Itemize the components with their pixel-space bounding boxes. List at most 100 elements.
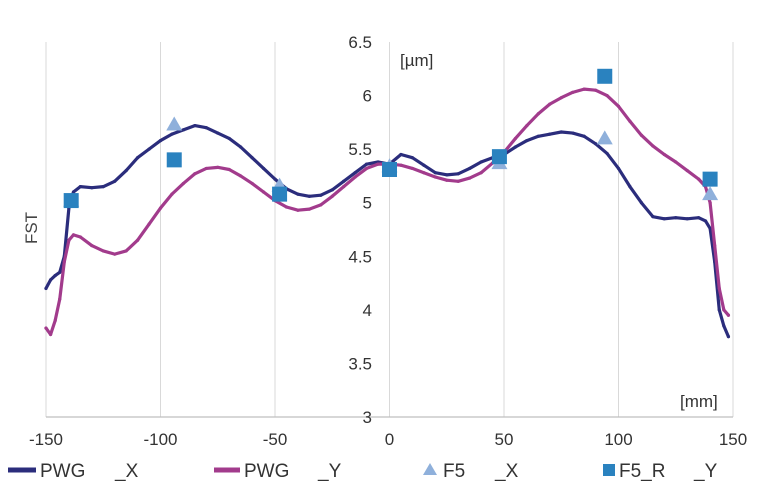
series-1-point-15	[170, 192, 174, 196]
series-0-point-26	[296, 192, 300, 196]
legend-label-f5r-y-b: _Y	[693, 461, 718, 482]
square-marker-5	[597, 68, 613, 84]
series-0-point-1	[48, 278, 53, 282]
series-0-point-67	[726, 335, 731, 339]
series-1-point-31	[353, 175, 357, 179]
series-0-point-22	[250, 156, 254, 160]
series-1-point-42	[479, 171, 483, 175]
series-0-point-18	[204, 126, 208, 130]
series-0-point-28	[319, 193, 323, 197]
x-tick-label-3: 0	[385, 430, 394, 449]
series-0-point-13	[147, 147, 151, 151]
series-1-point-9	[101, 249, 105, 253]
series-0-point-23	[261, 166, 266, 171]
series-0-point-42	[479, 160, 483, 164]
series-1-point-45	[513, 136, 518, 141]
series-0-point-48	[548, 132, 552, 136]
series-1-point-2	[53, 318, 57, 323]
y-tick-label-4: 5	[363, 194, 372, 213]
series-1-point-16	[181, 181, 185, 186]
legend-swatch-f5r-y	[603, 464, 615, 476]
series-0-point-60	[685, 217, 689, 221]
series-1-point-36	[410, 166, 414, 171]
series-1-point-39	[445, 178, 449, 182]
series-1-point-30	[342, 185, 346, 189]
series-1-point-48	[548, 102, 552, 106]
series-0-point-37	[422, 163, 426, 167]
series-0-point-47	[536, 134, 540, 138]
series-1-point-14	[158, 206, 163, 210]
series-1-point-51	[582, 87, 586, 91]
series-0-point-27	[307, 194, 311, 198]
y-tick-label-3: 4.5	[348, 247, 372, 266]
series-0-point-56	[639, 201, 644, 205]
series-1-point-10	[113, 252, 117, 256]
series-1-point-49	[559, 96, 563, 100]
y-tick-label-7: 6.5	[348, 33, 372, 52]
series-0-point-8	[90, 186, 94, 190]
series-0-point-54	[616, 166, 621, 171]
series-1-point-40	[456, 179, 460, 183]
series-1-point-64	[713, 243, 717, 248]
series-1-point-41	[468, 176, 472, 180]
series-markers-2	[63, 116, 719, 207]
series-0-point-46	[525, 138, 529, 143]
series-0-point-61	[697, 216, 701, 220]
series-0-point-39	[445, 173, 449, 177]
series-0-point-50	[571, 131, 575, 135]
y-tick-labels: 3 3.5 4 4.5 5 5.5 6 6.5	[348, 33, 372, 427]
series-0-point-16	[181, 128, 185, 132]
series-1-point-20	[227, 167, 231, 172]
series-1-point-25	[284, 205, 289, 209]
series-0-point-6	[71, 190, 76, 194]
series-path-1	[44, 87, 731, 337]
series-1-point-5	[67, 238, 71, 242]
x-tick-label-0: -150	[29, 430, 63, 449]
x-tick-label-1: -100	[143, 430, 177, 449]
x-tick-label-2: -50	[263, 430, 288, 449]
series-0-point-17	[193, 123, 197, 128]
series-1-point-37	[422, 171, 426, 175]
series-1-point-28	[319, 203, 323, 207]
series-1-point-11	[124, 249, 128, 253]
y-tick-label-1: 3.5	[348, 354, 372, 373]
series-0-point-57	[651, 215, 655, 219]
series-1-point-13	[147, 222, 151, 226]
series-0-point-30	[342, 179, 346, 183]
square-marker-3	[382, 162, 397, 177]
series-1-point-38	[433, 175, 437, 179]
series-0-point-66	[722, 324, 726, 328]
series-line-1	[44, 87, 731, 337]
series-0-point-2	[53, 273, 57, 278]
y-tick-label-6: 6	[363, 87, 372, 106]
series-0-point-9	[101, 185, 105, 189]
square-marker-4	[491, 149, 507, 165]
series-0-point-10	[113, 179, 117, 183]
series-0-point-29	[330, 188, 334, 192]
triangle-marker-6	[702, 186, 719, 201]
series-1-point-3	[58, 297, 62, 301]
series-1-point-7	[78, 235, 82, 239]
x-tick-label-6: 150	[719, 430, 747, 449]
series-0-point-21	[239, 145, 243, 149]
legend-label-pwg-y-a: PWG	[244, 461, 289, 482]
y-tick-label-2: 4	[363, 301, 372, 320]
series-1-point-6	[71, 233, 76, 237]
series-1-point-19	[216, 165, 220, 169]
series-0-point-65	[717, 308, 721, 312]
series-1-point-23	[261, 190, 266, 194]
series-1-point-61	[697, 177, 701, 181]
legend-label-pwg-y-b: _Y	[317, 461, 342, 482]
legend-label-f5r-y-a: F5_R	[619, 461, 665, 482]
y-tick-label-5: 5.5	[348, 140, 372, 159]
series-1-point-1	[48, 332, 53, 337]
x-tick-labels: -150 -100 -50 0 50 100 150	[29, 430, 747, 449]
series-1-point-53	[605, 93, 609, 98]
square-marker-2	[272, 186, 288, 202]
series-0-point-12	[136, 156, 140, 160]
legend-item-pwg-y: PWG _Y	[214, 461, 342, 482]
series-1-point-66	[722, 308, 726, 312]
legend-item-pwg-x: PWG _X	[8, 461, 139, 482]
series-0-point-0	[44, 286, 48, 291]
